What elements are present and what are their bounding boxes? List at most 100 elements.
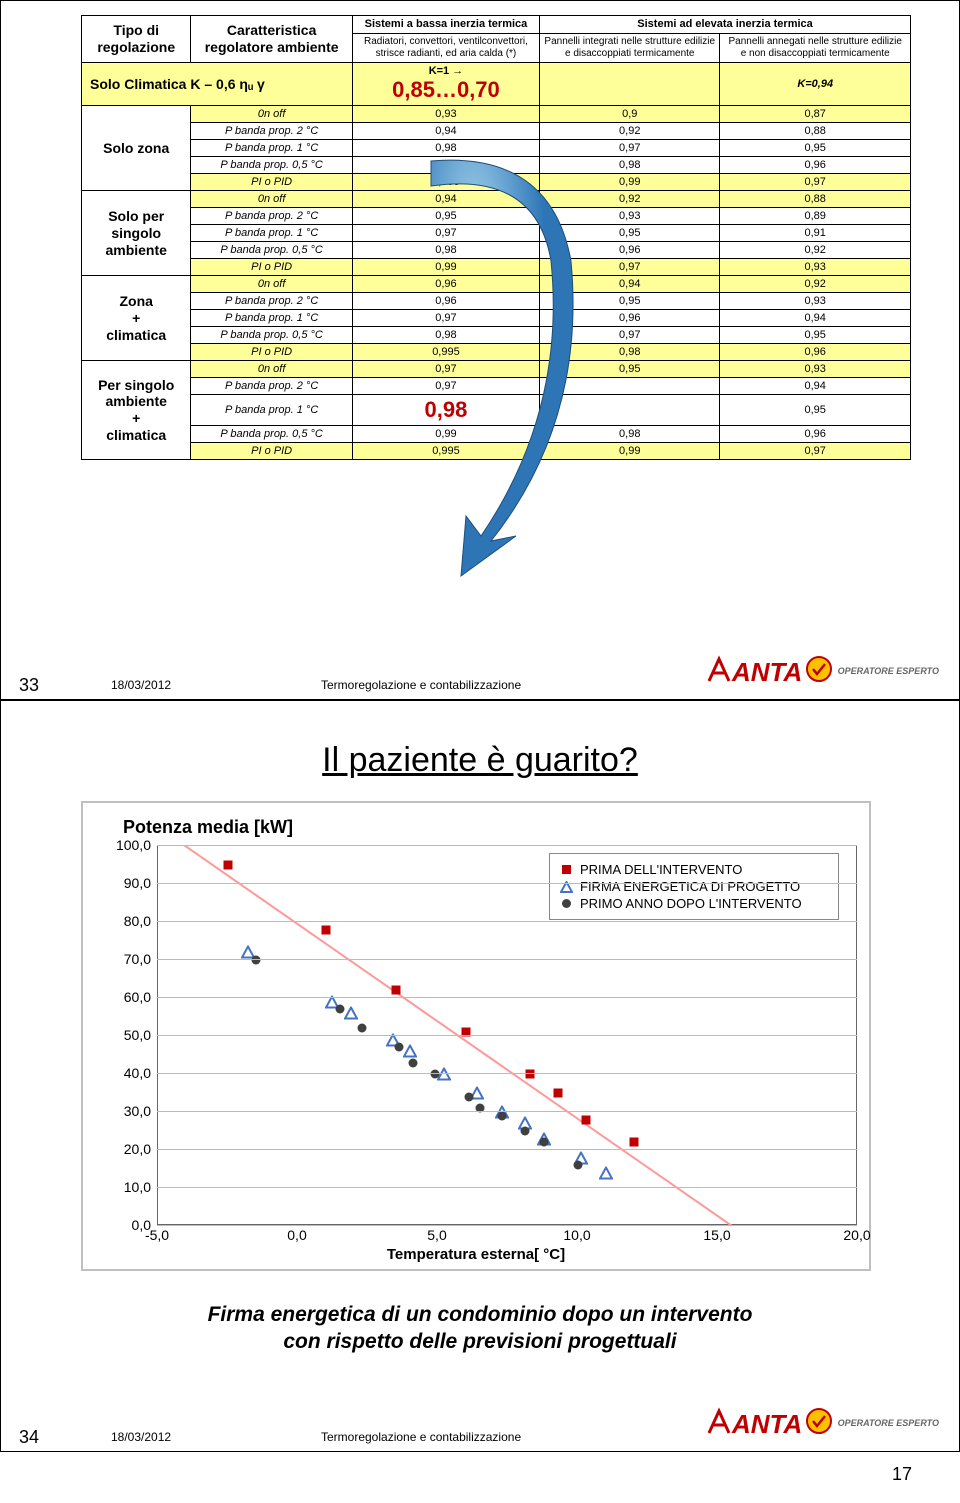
table-cell: 0,97 <box>352 225 539 242</box>
footer-title: Termoregolazione e contabilizzazione <box>321 1430 521 1444</box>
hdr-bassa: Sistemi a bassa inerzia termica <box>352 16 539 34</box>
table-cell: 0,95 <box>720 140 911 157</box>
table-cell: 0,95 <box>540 293 720 310</box>
gridline <box>157 1187 857 1188</box>
gridline <box>157 1073 857 1074</box>
data-point <box>403 1045 417 1058</box>
data-point <box>252 956 261 965</box>
y-tick-label: 80,0 <box>97 913 151 929</box>
table-cell: 0,9 <box>540 106 720 123</box>
data-point <box>431 1070 440 1079</box>
table-cell: 0,99 <box>540 443 720 460</box>
table-cell: 0,98 <box>352 140 539 157</box>
table-cell: 0,95 <box>720 395 911 426</box>
logo-34: ANTA OPERATORE ESPERTO <box>704 1403 939 1443</box>
table-cell: 0,91 <box>720 225 911 242</box>
y-tick-label: 20,0 <box>97 1141 151 1157</box>
gridline <box>157 959 857 960</box>
table-cell: 0,98 <box>540 426 720 443</box>
regulator-char: P banda prop. 0,5 °C <box>191 242 352 259</box>
table-cell: 0,98 <box>352 242 539 259</box>
krow-v2 <box>540 63 720 106</box>
footer-date: 18/03/2012 <box>111 678 171 692</box>
table-cell: 0,93 <box>720 259 911 276</box>
group-name: Solo zona <box>82 106 191 191</box>
table-cell: 0,995 <box>352 443 539 460</box>
regulator-char: P banda prop. 1 °C <box>191 140 352 157</box>
table-cell: 0,97 <box>352 361 539 378</box>
data-point <box>336 1005 345 1014</box>
data-point <box>464 1092 473 1101</box>
group-name: Per singoloambiente+climatica <box>82 361 191 460</box>
table-cell: 0,92 <box>720 242 911 259</box>
data-point <box>392 986 401 995</box>
data-point <box>526 1070 535 1079</box>
regulator-char: P banda prop. 0,5 °C <box>191 157 352 174</box>
y-tick-label: 90,0 <box>97 875 151 891</box>
legend-row: PRIMA DELL'INTERVENTO <box>558 862 830 877</box>
legend-marker-icon <box>558 897 574 911</box>
table-cell: 0,94 <box>352 123 539 140</box>
table-cell: 0,99 <box>352 259 539 276</box>
data-point <box>498 1111 507 1120</box>
table-cell: 0,96 <box>720 344 911 361</box>
data-point <box>322 925 331 934</box>
regulator-char: P banda prop. 1 °C <box>191 225 352 242</box>
regulation-table: Tipo di regolazione Caratteristica regol… <box>81 15 911 460</box>
table-cell: 0,93 <box>352 106 539 123</box>
regulator-char: 0n off <box>191 361 352 378</box>
regulator-char: 0n off <box>191 191 352 208</box>
x-tick-label: 0,0 <box>287 1227 306 1243</box>
table-cell: 0,88 <box>720 123 911 140</box>
gridline <box>157 883 857 884</box>
table-cell: 0,97 <box>352 310 539 327</box>
x-tick-label: 20,0 <box>843 1227 870 1243</box>
table-cell: 0,96 <box>720 157 911 174</box>
krow-label: Solo Climatica K – 0,6 ηᵤ γ <box>82 63 353 106</box>
y-tick-label: 0,0 <box>97 1217 151 1233</box>
table-cell: 0,92 <box>540 123 720 140</box>
table-cell: 0,92 <box>720 276 911 293</box>
data-point <box>574 1161 583 1170</box>
table-cell: 0,99 <box>352 426 539 443</box>
data-point <box>344 1007 358 1020</box>
table-cell: 0,96 <box>540 310 720 327</box>
table-cell: 0,95 <box>540 361 720 378</box>
regulator-char: P banda prop. 2 °C <box>191 293 352 310</box>
slide-33: Tipo di regolazione Caratteristica regol… <box>0 0 960 700</box>
y-tick-label: 30,0 <box>97 1103 151 1119</box>
regulator-char: P banda prop. 0,5 °C <box>191 327 352 344</box>
data-point <box>408 1058 417 1067</box>
data-point <box>582 1115 591 1124</box>
legend-row: PRIMO ANNO DOPO L'INTERVENTO <box>558 896 830 911</box>
table-cell: 0,995 <box>352 344 539 361</box>
x-tick-label: 15,0 <box>703 1227 730 1243</box>
table-cell: 0,97 <box>540 259 720 276</box>
table-cell: 0,94 <box>720 378 911 395</box>
data-point <box>540 1138 549 1147</box>
y-tick-label: 70,0 <box>97 951 151 967</box>
y-tick-label: 40,0 <box>97 1065 151 1081</box>
data-point <box>394 1043 403 1052</box>
table-cell: 0,99 <box>352 157 539 174</box>
svg-text:ANTA: ANTA <box>731 657 802 687</box>
table-cell: 0,87 <box>720 106 911 123</box>
data-point <box>358 1024 367 1033</box>
y-tick-label: 50,0 <box>97 1027 151 1043</box>
gridline <box>157 921 857 922</box>
regulator-char: P banda prop. 2 °C <box>191 123 352 140</box>
x-tick-label: 10,0 <box>563 1227 590 1243</box>
y-tick-label: 10,0 <box>97 1179 151 1195</box>
table-cell: 0,96 <box>540 242 720 259</box>
regulator-char: P banda prop. 2 °C <box>191 208 352 225</box>
hdr-tipo: Tipo di regolazione <box>82 16 191 63</box>
table-cell: 0,98 <box>540 344 720 361</box>
table-cell: 0,97 <box>720 443 911 460</box>
footer-title: Termoregolazione e contabilizzazione <box>321 678 521 692</box>
table-cell: 0,96 <box>352 293 539 310</box>
legend-label: FIRMA ENERGETICA DI PROGETTO <box>580 879 800 894</box>
table-cell: 0,98 <box>352 395 539 426</box>
svg-text:ANTA: ANTA <box>731 1409 802 1439</box>
data-point <box>599 1166 613 1179</box>
hdr-sub1: Radiatori, convettori, ventilconvettori,… <box>352 34 539 63</box>
